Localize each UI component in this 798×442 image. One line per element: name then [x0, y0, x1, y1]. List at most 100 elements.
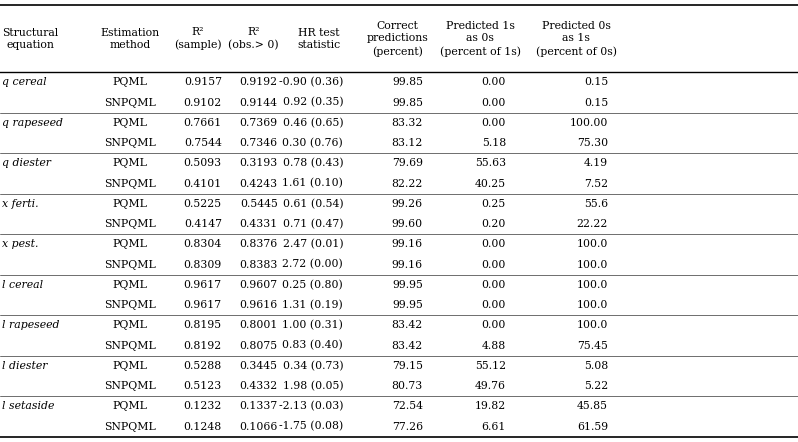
Text: 0.9144: 0.9144 [239, 98, 278, 107]
Text: 0.5093: 0.5093 [184, 158, 222, 168]
Text: 83.42: 83.42 [392, 341, 423, 351]
Text: 0.3193: 0.3193 [239, 158, 278, 168]
Text: -2.13 (0.03): -2.13 (0.03) [279, 401, 343, 412]
Text: 0.8383: 0.8383 [239, 259, 278, 270]
Text: 0.46 (0.65): 0.46 (0.65) [282, 118, 343, 128]
Text: 0.92 (0.35): 0.92 (0.35) [282, 97, 343, 108]
Text: x pest.: x pest. [2, 239, 39, 249]
Text: 5.18: 5.18 [482, 138, 506, 148]
Text: 1.98 (0.05): 1.98 (0.05) [282, 381, 343, 391]
Text: 80.73: 80.73 [392, 381, 423, 391]
Text: 79.69: 79.69 [392, 158, 423, 168]
Text: 100.0: 100.0 [577, 280, 608, 290]
Text: R²
(sample): R² (sample) [174, 27, 222, 50]
Text: SNPQML: SNPQML [105, 381, 156, 391]
Text: 55.63: 55.63 [475, 158, 506, 168]
Text: 83.32: 83.32 [392, 118, 423, 128]
Text: SNPQML: SNPQML [105, 259, 156, 270]
Text: 99.26: 99.26 [392, 199, 423, 209]
Text: 40.25: 40.25 [475, 179, 506, 189]
Text: 1.31 (0.19): 1.31 (0.19) [282, 300, 343, 310]
Text: 100.00: 100.00 [570, 118, 608, 128]
Text: 0.7369: 0.7369 [239, 118, 278, 128]
Text: 0.3445: 0.3445 [239, 361, 278, 371]
Text: 0.1337: 0.1337 [239, 401, 278, 412]
Text: 45.85: 45.85 [577, 401, 608, 412]
Text: 0.7544: 0.7544 [184, 138, 222, 148]
Text: x ferti.: x ferti. [2, 199, 39, 209]
Text: 72.54: 72.54 [392, 401, 423, 412]
Text: 49.76: 49.76 [475, 381, 506, 391]
Text: 0.71 (0.47): 0.71 (0.47) [282, 219, 343, 229]
Text: SNPQML: SNPQML [105, 422, 156, 431]
Text: 0.1248: 0.1248 [184, 422, 222, 431]
Text: -1.75 (0.08): -1.75 (0.08) [279, 421, 343, 432]
Text: 0.25: 0.25 [482, 199, 506, 209]
Text: 99.85: 99.85 [392, 77, 423, 88]
Text: Structural
equation: Structural equation [2, 27, 58, 50]
Text: SNPQML: SNPQML [105, 341, 156, 351]
Text: 4.88: 4.88 [482, 341, 506, 351]
Text: 0.78 (0.43): 0.78 (0.43) [282, 158, 343, 168]
Text: 0.1066: 0.1066 [239, 422, 278, 431]
Text: 0.8192: 0.8192 [184, 341, 222, 351]
Text: 0.8304: 0.8304 [184, 239, 222, 249]
Text: 55.6: 55.6 [584, 199, 608, 209]
Text: 0.61 (0.54): 0.61 (0.54) [282, 198, 343, 209]
Text: 0.4147: 0.4147 [184, 219, 222, 229]
Text: 0.4331: 0.4331 [239, 219, 278, 229]
Text: 0.4101: 0.4101 [184, 179, 222, 189]
Text: 99.95: 99.95 [392, 280, 423, 290]
Text: PQML: PQML [113, 199, 148, 209]
Text: 99.16: 99.16 [392, 259, 423, 270]
Text: 0.1232: 0.1232 [184, 401, 222, 412]
Text: R²
(obs.> 0): R² (obs.> 0) [228, 27, 279, 50]
Text: Correct
predictions
(percent): Correct predictions (percent) [366, 21, 429, 57]
Text: 0.15: 0.15 [584, 77, 608, 88]
Text: 0.9192: 0.9192 [239, 77, 278, 88]
Text: PQML: PQML [113, 158, 148, 168]
Text: 0.7346: 0.7346 [239, 138, 278, 148]
Text: 0.00: 0.00 [481, 239, 506, 249]
Text: 77.26: 77.26 [392, 422, 423, 431]
Text: 99.16: 99.16 [392, 239, 423, 249]
Text: 0.00: 0.00 [481, 77, 506, 88]
Text: 75.45: 75.45 [577, 341, 608, 351]
Text: Predicted 1s
as 0s
(percent of 1s): Predicted 1s as 0s (percent of 1s) [440, 21, 521, 57]
Text: 0.00: 0.00 [481, 98, 506, 107]
Text: 0.20: 0.20 [481, 219, 506, 229]
Text: 100.0: 100.0 [577, 300, 608, 310]
Text: 0.83 (0.40): 0.83 (0.40) [282, 340, 343, 351]
Text: 0.9617: 0.9617 [184, 280, 222, 290]
Text: 1.61 (0.10): 1.61 (0.10) [282, 179, 343, 189]
Text: PQML: PQML [113, 239, 148, 249]
Text: 5.22: 5.22 [584, 381, 608, 391]
Text: 0.9157: 0.9157 [184, 77, 222, 88]
Text: 22.22: 22.22 [577, 219, 608, 229]
Text: Predicted 0s
as 1s
(percent of 0s): Predicted 0s as 1s (percent of 0s) [535, 21, 617, 57]
Text: 100.0: 100.0 [577, 239, 608, 249]
Text: q diester: q diester [2, 158, 51, 168]
Text: 2.72 (0.00): 2.72 (0.00) [282, 259, 343, 270]
Text: PQML: PQML [113, 320, 148, 330]
Text: SNPQML: SNPQML [105, 98, 156, 107]
Text: 0.8309: 0.8309 [184, 259, 222, 270]
Text: 4.19: 4.19 [584, 158, 608, 168]
Text: PQML: PQML [113, 118, 148, 128]
Text: 61.59: 61.59 [577, 422, 608, 431]
Text: HR test
statistic: HR test statistic [298, 27, 341, 50]
Text: PQML: PQML [113, 361, 148, 371]
Text: 1.00 (0.31): 1.00 (0.31) [282, 320, 343, 331]
Text: 0.9616: 0.9616 [239, 300, 278, 310]
Text: l diester: l diester [2, 361, 48, 371]
Text: 0.8001: 0.8001 [239, 320, 278, 330]
Text: 0.8195: 0.8195 [184, 320, 222, 330]
Text: 99.85: 99.85 [392, 98, 423, 107]
Text: 0.8376: 0.8376 [239, 239, 278, 249]
Text: 5.08: 5.08 [584, 361, 608, 371]
Text: 55.12: 55.12 [475, 361, 506, 371]
Text: 0.00: 0.00 [481, 280, 506, 290]
Text: SNPQML: SNPQML [105, 219, 156, 229]
Text: 79.15: 79.15 [392, 361, 423, 371]
Text: 0.7661: 0.7661 [184, 118, 222, 128]
